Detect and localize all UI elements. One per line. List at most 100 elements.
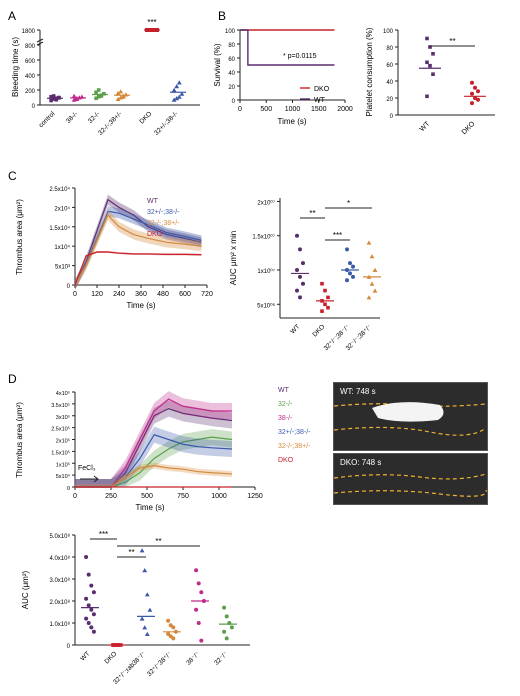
c2-data-point	[320, 281, 324, 286]
c2-data-point	[351, 264, 355, 269]
b1-xtick-label: 0	[238, 106, 242, 113]
c1-error-band	[75, 251, 202, 286]
d2-data-point	[222, 629, 227, 634]
d1-ytick-label: 3x10⁵	[56, 414, 70, 421]
b2-data-point	[431, 52, 435, 56]
a-significance: ***	[147, 18, 156, 27]
b1-ytick-label: 0	[232, 99, 236, 105]
b2-data-point	[476, 97, 480, 102]
b2-ytick-label: 0	[390, 114, 394, 120]
d1-xlabel: Time (s)	[135, 503, 164, 512]
d2-data-point	[222, 605, 227, 610]
d1-ytick-label: 0	[67, 486, 70, 492]
d1-xtick-label: 250	[105, 493, 117, 500]
b1-ytick-label: 100	[225, 29, 236, 35]
a-category-label: control	[38, 110, 57, 129]
c2-data-point	[301, 281, 305, 286]
d1-ytick-label: 1.5x10⁵	[51, 449, 70, 456]
d2-ytick-label: 4.0x10⁸	[49, 555, 70, 562]
c1-ylabel: Thrombus area (μm²)	[15, 199, 24, 275]
a-axis-break	[36, 41, 44, 46]
c2-data-point	[351, 274, 355, 279]
panel-a-label: A	[8, 9, 16, 23]
c1-ytick-label: 5x10³	[55, 265, 70, 271]
a-data-point	[179, 91, 185, 96]
micrograph-wt: WT: 748 s	[333, 382, 488, 451]
c2-data-point	[369, 254, 375, 259]
a-ytick-label: 400	[25, 74, 36, 80]
c2-data-point	[295, 233, 299, 238]
d2-ytick-label: 2.0x10⁸	[49, 599, 70, 606]
c2-data-point	[345, 247, 349, 252]
d2-data-point	[142, 625, 148, 630]
c1-legend-label: 32-/-;38+/-	[147, 220, 180, 227]
c1-xtick-label: 360	[135, 291, 147, 298]
a-data-point	[176, 80, 182, 85]
d1-ytick-label: 2.5x10⁵	[51, 426, 70, 433]
c2-data-point	[345, 278, 349, 283]
c1-error-band	[75, 206, 202, 290]
d2-data-point	[199, 590, 204, 595]
d2-data-point	[171, 625, 176, 630]
a-data-point	[99, 94, 104, 98]
a-data-point	[49, 98, 53, 103]
panel-c-label: C	[8, 169, 17, 183]
c2-data-point	[366, 295, 372, 300]
a-data-point	[51, 97, 56, 101]
d2-data-point	[196, 581, 201, 586]
c2-data-point	[295, 268, 299, 272]
d2-data-point	[168, 634, 173, 639]
d1-ytick-label: 2x10⁵	[56, 438, 70, 445]
a-category-label: 38-/-	[65, 110, 79, 124]
d2-data-point	[196, 621, 201, 625]
d1-ytick-label: 1x10⁵	[56, 461, 70, 468]
c2-data-point	[326, 305, 330, 310]
b2-ytick-label: 20	[386, 97, 393, 103]
b2-data-point	[470, 91, 474, 96]
d2-data-point	[199, 638, 204, 643]
b1-xtick-label: 1500	[311, 106, 327, 113]
d2-data-point	[194, 568, 199, 573]
b1-legend-label: WT	[314, 97, 326, 104]
c2-data-point	[298, 247, 302, 252]
d1-ytick-label: 5x10⁴	[56, 473, 71, 480]
a-data-point	[118, 89, 124, 94]
a-data-point	[51, 94, 56, 98]
d2-data-point	[229, 625, 234, 630]
a-ytick-label: 600	[25, 59, 36, 65]
d2-sig-label: **	[155, 537, 161, 546]
d2-data-point	[91, 590, 96, 595]
d2-ytick-label: 3.0x10⁸	[49, 577, 70, 584]
b2-data-point	[476, 89, 480, 94]
d2-data-point	[89, 583, 94, 588]
b2-data-point	[425, 60, 429, 65]
b2-ylabel: Platelet consumption (%)	[365, 27, 374, 116]
a-category-label: 32+/-;38-/-	[153, 110, 179, 136]
b2-category-label: WT	[419, 120, 432, 133]
d1-fecl3-arrow	[80, 475, 99, 483]
d1-series-line	[75, 465, 232, 488]
b1-xtick-label: 2000	[337, 106, 353, 113]
b1-legend-label: DKO	[314, 86, 330, 93]
c2-data-point	[348, 261, 352, 266]
a-data-point	[176, 94, 182, 99]
d1-series-line	[75, 407, 233, 488]
a-data-point	[123, 92, 129, 97]
a-data-point	[171, 97, 177, 102]
b2-ytick-label: 80	[386, 46, 393, 52]
b1-series-line	[240, 29, 335, 66]
a-data-point	[96, 94, 101, 99]
c1-ytick-label: 2x10⁴	[54, 205, 70, 212]
c1-series-line	[74, 210, 202, 286]
a-data-point	[174, 84, 180, 89]
a-ytick-label: 200	[25, 89, 36, 95]
c1-xlabel: Time (s)	[126, 301, 155, 310]
micrograph-dko-label: DKO: 748 s	[340, 458, 382, 467]
c2-sig-label: ***	[333, 231, 342, 240]
c1-series-line	[74, 214, 202, 286]
d1-fecl3-label: FeCl₃	[78, 465, 96, 472]
a-category-label: DKO	[138, 110, 153, 125]
c1-xtick-label: 480	[157, 291, 169, 298]
b1-ytick-label: 60	[228, 57, 235, 63]
d1-series-line	[75, 436, 233, 488]
